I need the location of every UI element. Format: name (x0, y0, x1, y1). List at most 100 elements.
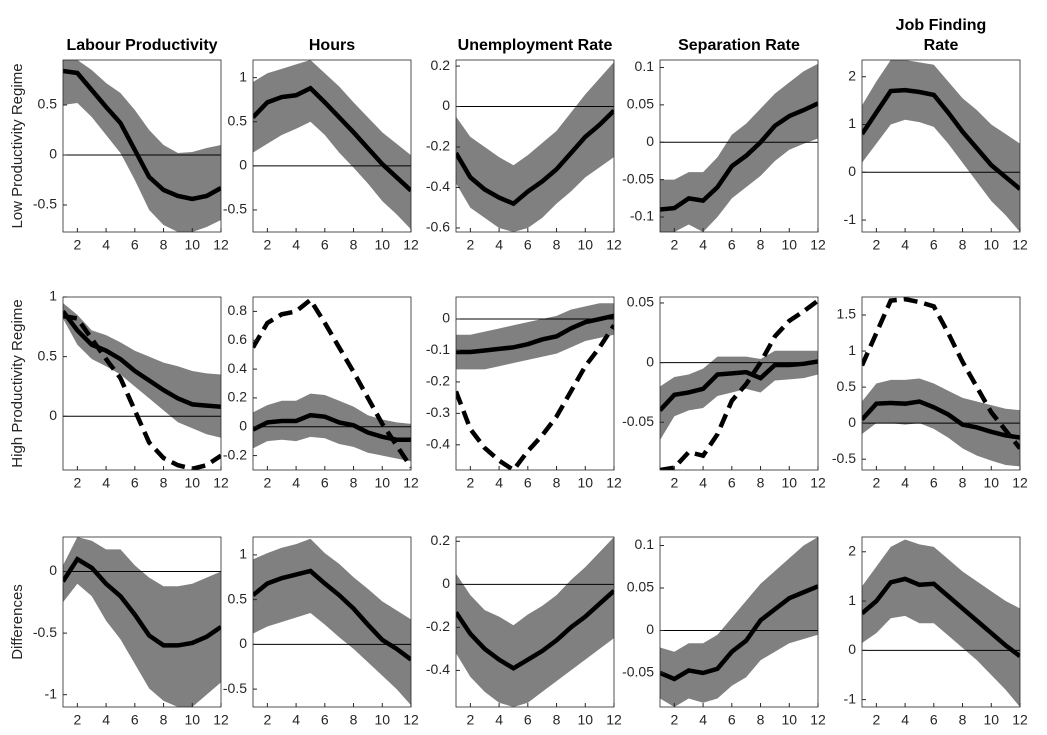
confidence-band (456, 303, 614, 370)
axes-box (252, 536, 412, 708)
median-line (63, 68, 221, 202)
x-tick-label: 12 (1012, 237, 1028, 253)
y-tick-label: 0 (646, 621, 654, 637)
x-tick-label: 12 (810, 237, 826, 253)
x-tick-label: 6 (131, 237, 139, 253)
x-tick-label: 4 (699, 237, 707, 253)
y-tick-label: 0.8 (228, 302, 248, 318)
x-tick-label: 4 (292, 712, 300, 728)
x-tick-label: 8 (959, 712, 967, 728)
x-tick-label: 4 (699, 712, 707, 728)
x-tick-label: 8 (160, 475, 168, 491)
x-tick-label: 4 (495, 475, 503, 491)
axes-box (455, 296, 615, 471)
y-tick-label: -0.2 (426, 138, 450, 154)
x-tick-label: 10 (983, 237, 999, 253)
panel: -0.05 0 0.05 0.1 2 4 6 8 10 12 (622, 536, 826, 728)
x-tick-label: 8 (350, 475, 358, 491)
y-tick-label: 0 (442, 575, 450, 591)
x-tick-label: 6 (131, 712, 139, 728)
median-line (63, 556, 221, 648)
x-tick-label: 10 (781, 237, 797, 253)
x-tick-label: 2 (670, 237, 678, 253)
x-tick-label: 8 (350, 237, 358, 253)
y-tick-label: 0.5 (38, 96, 58, 112)
panel: -0.500.512 4 6 8 10 12 (223, 536, 419, 728)
median-line (660, 359, 818, 412)
x-tick-label: 2 (466, 712, 474, 728)
x-tick-label: 12 (606, 712, 622, 728)
y-tick-label: 0.2 (431, 57, 451, 73)
axes-box (861, 296, 1021, 471)
x-tick-label: 8 (553, 712, 561, 728)
x-tick-label: 8 (959, 237, 967, 253)
x-tick-label: 10 (577, 712, 593, 728)
panel: -0.05 0 0.05 2 4 6 8 10 12 (622, 294, 826, 491)
panel: -0.6 -0.4 -0.2 0 0.2 2 4 6 8 10 12 Unemployment Rat… (426, 37, 622, 252)
y-tick-label: 0.1 (635, 58, 655, 74)
dashed-line (253, 297, 411, 469)
x-tick-label: 2 (670, 475, 678, 491)
median-line (253, 412, 411, 442)
x-tick-label: 12 (606, 475, 622, 491)
y-tick-label: 0.5 (228, 112, 248, 128)
x-tick-label: 2 (73, 712, 81, 728)
median-line (253, 568, 411, 662)
y-tick-label: 0 (239, 417, 247, 433)
x-tick-label: 2 (466, 237, 474, 253)
axes-box (62, 59, 222, 233)
x-tick-label: 4 (292, 475, 300, 491)
y-tick-label: 0 (49, 146, 57, 162)
confidence-band (660, 537, 818, 707)
median-line (456, 108, 614, 207)
y-tick-label: 0.05 (627, 579, 654, 595)
axes-box (455, 536, 615, 708)
y-tick-label: 0 (848, 641, 856, 657)
confidence-band (660, 63, 818, 232)
x-tick-label: 6 (524, 712, 532, 728)
x-tick-label: 6 (930, 475, 938, 491)
y-tick-label: 0.5 (228, 590, 248, 606)
x-tick-label: 6 (524, 237, 532, 253)
x-tick-label: 12 (810, 475, 826, 491)
x-tick-label: 6 (930, 237, 938, 253)
y-tick-label: -0.5 (33, 624, 57, 640)
y-tick-label: -0.5 (832, 450, 856, 466)
axes-box (659, 536, 819, 708)
x-tick-label: 4 (102, 475, 110, 491)
x-tick-label: 8 (553, 237, 561, 253)
y-tick-label: 0.6 (228, 331, 248, 347)
y-tick-label: 0.05 (627, 96, 654, 112)
axes-box (252, 59, 412, 233)
confidence-band (253, 538, 411, 706)
x-tick-label: 12 (1012, 712, 1028, 728)
y-tick-label: 0 (49, 407, 57, 423)
y-tick-label: -0.05 (622, 170, 654, 186)
panel-title: Labour Productivity (66, 37, 217, 54)
y-tick-label: 0 (848, 414, 856, 430)
confidence-band (456, 537, 614, 707)
x-tick-label: 4 (901, 237, 909, 253)
x-tick-label: 8 (553, 475, 561, 491)
x-tick-label: 2 (466, 475, 474, 491)
median-line (862, 399, 1020, 440)
y-tick-label: -0.5 (223, 201, 247, 217)
y-tick-label: 2 (848, 67, 856, 83)
x-tick-label: 2 (73, 475, 81, 491)
x-tick-label: 10 (374, 712, 390, 728)
x-tick-label: 10 (184, 237, 200, 253)
x-tick-label: 12 (213, 712, 229, 728)
y-tick-label: 0.05 (627, 294, 654, 310)
x-tick-label: 8 (757, 712, 765, 728)
y-tick-label: -1 (844, 690, 857, 706)
y-tick-label: -0.2 (426, 618, 450, 634)
y-tick-label: 0.5 (38, 347, 58, 363)
x-tick-label: 2 (872, 712, 880, 728)
panel: -0.5 0 0.5 2 4 6 8 10 12 Labour Productivity Low P… (9, 37, 229, 252)
panel: -0.4 -0.2 0 0.2 2 4 6 8 10 12 (426, 532, 622, 728)
y-tick-label: -0.3 (426, 404, 450, 420)
dashed-line (660, 298, 818, 470)
x-tick-label: 10 (374, 237, 390, 253)
x-tick-label: 6 (131, 475, 139, 491)
